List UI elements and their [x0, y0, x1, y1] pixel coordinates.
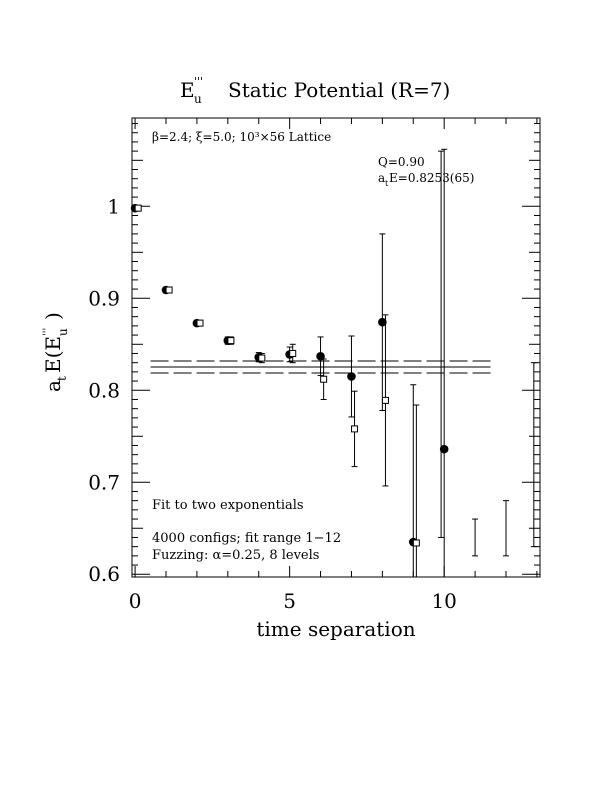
data-point	[347, 372, 356, 381]
x-tick-label: 0	[129, 589, 142, 613]
x-tick-label: 10	[431, 589, 456, 613]
x-axis-label: time separation	[256, 617, 415, 641]
data-point	[134, 204, 142, 212]
y-tick-label: 0.6	[88, 562, 120, 586]
data-point	[351, 425, 359, 433]
y-tick-label: 0.9	[88, 286, 120, 310]
chart-title-base: E	[180, 78, 195, 102]
data-point	[316, 351, 325, 361]
fuzzing-annotation: Fuzzing: α=0.25, 8 levels	[152, 548, 319, 563]
chart-title-sup: '''	[194, 75, 203, 88]
data-point	[320, 375, 328, 383]
y-axis-label-pre: a	[41, 380, 65, 392]
ae-annotation-rest: E=0.8253(65)	[389, 171, 474, 185]
data-point	[196, 319, 204, 327]
y-axis-label: a t E(E ''' u )	[41, 312, 70, 392]
lattice-annotation: β=2.4; ξ=5.0; 10³×56 Lattice	[152, 130, 331, 144]
y-axis-label-t: t	[55, 376, 69, 381]
data-point	[439, 444, 449, 454]
plot-frame	[131, 117, 541, 578]
data-point	[412, 539, 420, 547]
data-point	[289, 349, 297, 357]
data-point	[165, 286, 173, 294]
data-point	[381, 396, 389, 404]
y-tick-label: 0.8	[88, 378, 120, 402]
data-point	[258, 354, 266, 362]
configs-annotation: 4000 configs; fit range 1−12	[152, 531, 341, 546]
ae-annotation-sub: t	[385, 179, 389, 188]
ae-annotation-pre: a	[378, 171, 385, 185]
axis-ticks: 0 5 10 0.6 0.7 0.8 0.9 1	[88, 118, 540, 613]
data-marks	[130, 148, 537, 577]
chart-title-rest: Static Potential (R=7)	[228, 78, 450, 102]
data-point	[378, 317, 387, 327]
chart-title-sub: u	[194, 92, 202, 106]
y-axis-label-end: )	[41, 312, 65, 320]
y-tick-label: 0.7	[88, 470, 120, 494]
y-axis-label-mid: E(E	[41, 336, 65, 373]
q-annotation: Q=0.90	[378, 155, 425, 169]
fit-annotation: Fit to two exponentials	[152, 498, 304, 513]
y-axis-label-sub: u	[56, 328, 70, 336]
y-axis-label-sup: '''	[42, 328, 53, 336]
x-tick-label: 5	[283, 589, 296, 613]
data-point	[227, 337, 235, 345]
y-tick-label: 1	[107, 194, 120, 218]
